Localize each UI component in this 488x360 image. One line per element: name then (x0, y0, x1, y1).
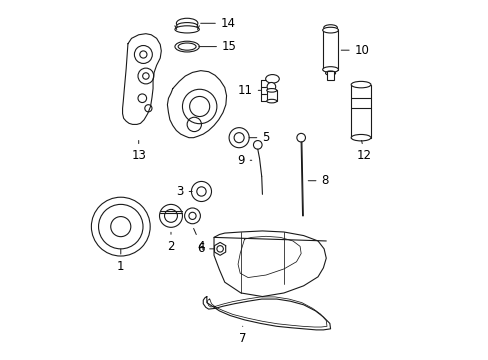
Ellipse shape (322, 27, 338, 33)
Text: 13: 13 (131, 140, 146, 162)
Text: 10: 10 (341, 44, 369, 57)
Bar (322, 30, 338, 69)
Text: 15: 15 (199, 40, 236, 53)
Ellipse shape (266, 99, 276, 103)
Text: 11: 11 (237, 84, 260, 97)
Circle shape (266, 82, 275, 91)
Text: 1: 1 (117, 249, 124, 273)
Circle shape (228, 128, 249, 148)
Text: 8: 8 (307, 174, 328, 187)
Bar (266, 90, 276, 101)
Ellipse shape (350, 81, 370, 88)
Ellipse shape (350, 134, 370, 141)
Circle shape (91, 197, 150, 256)
Ellipse shape (176, 23, 197, 29)
Ellipse shape (265, 75, 279, 83)
Circle shape (159, 204, 182, 227)
Circle shape (191, 181, 211, 202)
Ellipse shape (266, 89, 276, 92)
Ellipse shape (322, 67, 338, 72)
Text: 5: 5 (248, 131, 269, 144)
Text: 6: 6 (196, 242, 213, 255)
Text: 9: 9 (237, 154, 251, 167)
Circle shape (184, 208, 200, 224)
Text: 3: 3 (176, 185, 192, 198)
Text: 12: 12 (356, 140, 371, 162)
Ellipse shape (323, 25, 337, 31)
Ellipse shape (324, 28, 336, 33)
Ellipse shape (175, 41, 199, 52)
Text: 2: 2 (167, 232, 174, 253)
Text: 4: 4 (193, 229, 205, 253)
Bar (326, 71, 333, 80)
Circle shape (253, 140, 262, 149)
Ellipse shape (175, 26, 199, 33)
Circle shape (182, 89, 217, 124)
Ellipse shape (176, 18, 198, 28)
Circle shape (296, 134, 305, 142)
Ellipse shape (325, 71, 335, 75)
Bar (350, 85, 370, 138)
Text: 14: 14 (200, 17, 235, 30)
Text: 7: 7 (239, 326, 246, 345)
